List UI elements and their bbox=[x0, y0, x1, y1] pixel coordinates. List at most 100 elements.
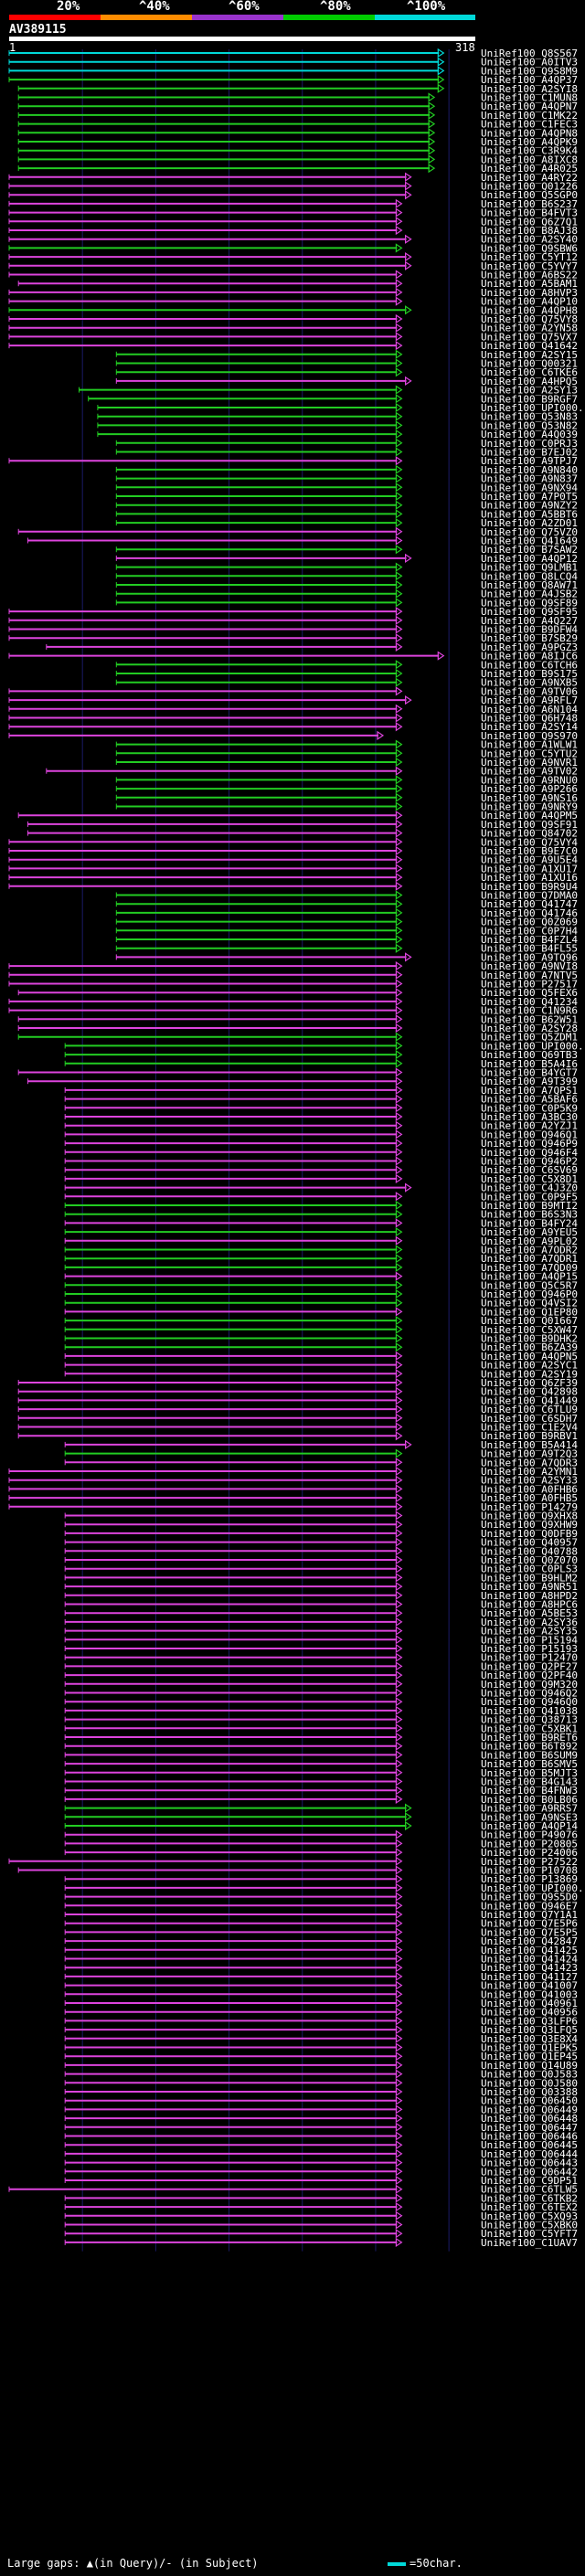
hit-row[interactable]: UniRef100_A9U5E4 bbox=[8, 854, 578, 866]
hit-row[interactable]: UniRef100_A4QPN5 bbox=[64, 1351, 578, 1362]
hit-row[interactable]: UniRef100_Q9M320 bbox=[64, 1679, 578, 1691]
hit-row[interactable]: UniRef100_Q14U89 bbox=[64, 2060, 578, 2072]
hit-row[interactable]: UniRef100_A6BS22 bbox=[8, 270, 578, 281]
hit-row[interactable]: UniRef100_Q06445 bbox=[64, 2139, 578, 2151]
hit-row[interactable]: UniRef100_A9RFL7 bbox=[8, 694, 578, 706]
hit-row[interactable]: UniRef100_Q9S970 bbox=[8, 730, 578, 742]
hit-row[interactable]: UniRef100_Q946Q2 bbox=[64, 1688, 578, 1700]
hit-row[interactable]: UniRef100_C0P9F5 bbox=[64, 1191, 578, 1203]
hit-row[interactable]: UniRef100_Q41746 bbox=[115, 907, 578, 919]
hit-row[interactable]: UniRef100_Q4VSI2 bbox=[64, 1298, 578, 1309]
hit-row[interactable]: UniRef100_Q06449 bbox=[64, 2104, 578, 2115]
hit-row[interactable]: UniRef100_C0P5K9 bbox=[64, 1102, 578, 1114]
hit-row[interactable]: UniRef100_A0FHB6 bbox=[8, 1483, 578, 1495]
hit-row[interactable]: UniRef100_B4FZL4 bbox=[115, 934, 578, 946]
hit-row[interactable]: UniRef100_Q0J583 bbox=[64, 2069, 578, 2081]
hit-row[interactable]: UniRef100_A9PGZ3 bbox=[46, 641, 578, 653]
hit-row[interactable]: UniRef100_A5BE53 bbox=[64, 1607, 578, 1619]
hit-row[interactable]: UniRef100_Q7E5P5 bbox=[64, 1926, 578, 1938]
hit-row[interactable]: UniRef100_P12470 bbox=[64, 1652, 578, 1664]
hit-row[interactable]: UniRef100_Q0J580 bbox=[64, 2077, 578, 2089]
hit-row[interactable]: UniRef100_Q1EP80 bbox=[64, 1306, 578, 1318]
hit-row[interactable]: UniRef100_P14279 bbox=[8, 1501, 578, 1513]
hit-row[interactable]: UniRef100_C6TKB2 bbox=[64, 2192, 578, 2204]
hit-row[interactable]: UniRef100_C6SDH7 bbox=[17, 1413, 578, 1425]
hit-row[interactable]: UniRef100_B6SUM9 bbox=[64, 1749, 578, 1761]
hit-row[interactable]: UniRef100_A5BAF6 bbox=[64, 1094, 578, 1106]
hit-row[interactable]: UniRef100_C5XQ93 bbox=[64, 2210, 578, 2222]
hit-row[interactable]: UniRef100_Q69TB3 bbox=[64, 1049, 578, 1061]
hit-row[interactable]: UniRef100_A4JSB2 bbox=[115, 588, 578, 600]
hit-row[interactable]: UniRef100_Q75VY4 bbox=[8, 836, 578, 848]
hit-row[interactable]: UniRef100_A9T399 bbox=[27, 1076, 578, 1087]
hit-row[interactable]: UniRef100_B6SMV5 bbox=[64, 1758, 578, 1770]
hit-row[interactable]: UniRef100_A9TQ96 bbox=[115, 951, 578, 963]
hit-row[interactable]: UniRef100_A8IXC8 bbox=[17, 154, 578, 165]
hit-row[interactable]: UniRef100_A2YMN1 bbox=[8, 1466, 578, 1478]
hit-row[interactable]: UniRef100_A2YN58 bbox=[8, 323, 578, 334]
hit-row[interactable]: UniRef100_B4G143 bbox=[64, 1776, 578, 1788]
hit-row[interactable]: UniRef100_B9DHK2 bbox=[64, 1333, 578, 1345]
hit-row[interactable]: UniRef100_A4QPN7 bbox=[17, 101, 578, 112]
hit-row[interactable]: UniRef100_A9NRY9 bbox=[115, 801, 578, 813]
hit-row[interactable]: UniRef100_C1MK22 bbox=[17, 110, 578, 122]
hit-row[interactable]: UniRef100_B7EJ02 bbox=[115, 447, 578, 459]
hit-row[interactable]: UniRef100_Q2PF27 bbox=[64, 1660, 578, 1672]
hit-row[interactable]: UniRef100_Q53N83 bbox=[97, 411, 578, 423]
hit-row[interactable]: UniRef100_B9RET6 bbox=[64, 1732, 578, 1744]
hit-row[interactable]: UniRef100_Q946Q0 bbox=[64, 1696, 578, 1708]
hit-row[interactable]: UniRef100_A9RRS7 bbox=[64, 1803, 578, 1815]
hit-row[interactable]: UniRef100_C9DP51 bbox=[64, 2175, 578, 2187]
hit-row[interactable]: UniRef100_B7SAW2 bbox=[115, 544, 578, 556]
hit-row[interactable]: UniRef100_A7ODR2 bbox=[64, 1245, 578, 1256]
hit-row[interactable]: UniRef100_B6S237 bbox=[8, 198, 578, 210]
hit-row[interactable]: UniRef100_Q7DMA0 bbox=[115, 890, 578, 902]
hit-row[interactable]: UniRef100_B6S3N3 bbox=[64, 1209, 578, 1221]
hit-row[interactable]: UniRef100_C1FEC3 bbox=[17, 119, 578, 131]
hit-row[interactable]: UniRef100_A2SY40 bbox=[8, 234, 578, 246]
hit-row[interactable]: UniRef100_Q2PF40 bbox=[64, 1670, 578, 1681]
hit-row[interactable]: UniRef100_B5A4I6 bbox=[64, 1058, 578, 1070]
hit-row[interactable]: UniRef100_Q41747 bbox=[115, 898, 578, 910]
hit-row[interactable]: UniRef100_A4QPH8 bbox=[8, 304, 578, 316]
hit-row[interactable]: UniRef100_P27517 bbox=[8, 979, 578, 991]
hit-row[interactable]: UniRef100_C5X8D1 bbox=[64, 1173, 578, 1185]
hit-row[interactable]: UniRef100_Q0Z070 bbox=[64, 1554, 578, 1566]
hit-row[interactable]: UniRef100_A9P266 bbox=[115, 783, 578, 795]
hit-row[interactable]: UniRef100_A4HPQ5 bbox=[115, 376, 578, 387]
hit-row[interactable]: UniRef100_Q9S8M9 bbox=[8, 65, 578, 77]
hit-row[interactable]: UniRef100_C0P7H4 bbox=[115, 925, 578, 937]
hit-row[interactable]: UniRef100_C5XBK0 bbox=[64, 2220, 578, 2231]
hit-row[interactable]: UniRef100_Q41425 bbox=[64, 1945, 578, 1956]
hit-row[interactable]: UniRef100_A9NZY2 bbox=[115, 500, 578, 512]
hit-row[interactable]: UniRef100_Q06448 bbox=[64, 2113, 578, 2125]
hit-row[interactable]: UniRef100_Q6Z7Q1 bbox=[8, 216, 578, 228]
hit-row[interactable]: UniRef100_C5YTU2 bbox=[115, 747, 578, 759]
hit-row[interactable]: UniRef100_P24006 bbox=[64, 1847, 578, 1859]
hit-row[interactable]: UniRef100_Q41038 bbox=[64, 1705, 578, 1717]
hit-row[interactable]: UniRef100_B4YGT7 bbox=[17, 1067, 578, 1079]
hit-row[interactable]: UniRef100_A7QDR3 bbox=[64, 1457, 578, 1468]
hit-row[interactable]: UniRef100_C5YVY7 bbox=[8, 260, 578, 272]
hit-row[interactable]: UniRef100_P10708 bbox=[17, 1865, 578, 1877]
hit-row[interactable]: UniRef100_C1N9R6 bbox=[8, 1005, 578, 1017]
hit-row[interactable]: UniRef100_B4FNW3 bbox=[64, 1785, 578, 1797]
hit-row[interactable]: UniRef100_Q75VZ0 bbox=[17, 526, 578, 538]
hit-row[interactable]: UniRef100_C6TCH6 bbox=[115, 659, 578, 671]
hit-row[interactable]: UniRef100_C1UAV7 bbox=[64, 2237, 578, 2249]
hit-row[interactable]: UniRef100_A9T2Q3 bbox=[64, 1448, 578, 1460]
hit-row[interactable]: UniRef100_A9NVI8 bbox=[8, 960, 578, 972]
hit-row[interactable]: UniRef100_B62W51 bbox=[17, 1013, 578, 1025]
hit-row[interactable]: UniRef100_A6N104 bbox=[8, 704, 578, 716]
hit-row[interactable]: UniRef100_A8IJC6 bbox=[8, 651, 578, 663]
hit-row[interactable]: UniRef100_Q06442 bbox=[64, 2166, 578, 2178]
hit-row[interactable]: UniRef100_A4Q039 bbox=[97, 429, 578, 440]
hit-row[interactable]: UniRef100_C1E2V4 bbox=[17, 1422, 578, 1434]
hit-row[interactable]: UniRef100_Q3LFQ5 bbox=[64, 2024, 578, 2036]
hit-row[interactable]: UniRef100_A2ZD01 bbox=[115, 517, 578, 529]
hit-row[interactable]: UniRef100_Q00321 bbox=[115, 358, 578, 370]
hit-row[interactable]: UniRef100_P15194 bbox=[64, 1634, 578, 1646]
hit-row[interactable]: UniRef100_Q01226 bbox=[8, 181, 578, 193]
hit-row[interactable]: UniRef100_B6ZA39 bbox=[64, 1341, 578, 1353]
hit-row[interactable]: UniRef100_Q38713 bbox=[64, 1714, 578, 1726]
